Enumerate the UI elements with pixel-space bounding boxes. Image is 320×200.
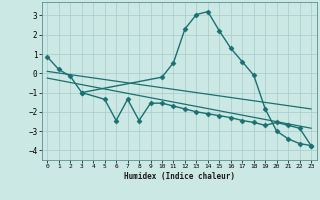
X-axis label: Humidex (Indice chaleur): Humidex (Indice chaleur) bbox=[124, 172, 235, 181]
